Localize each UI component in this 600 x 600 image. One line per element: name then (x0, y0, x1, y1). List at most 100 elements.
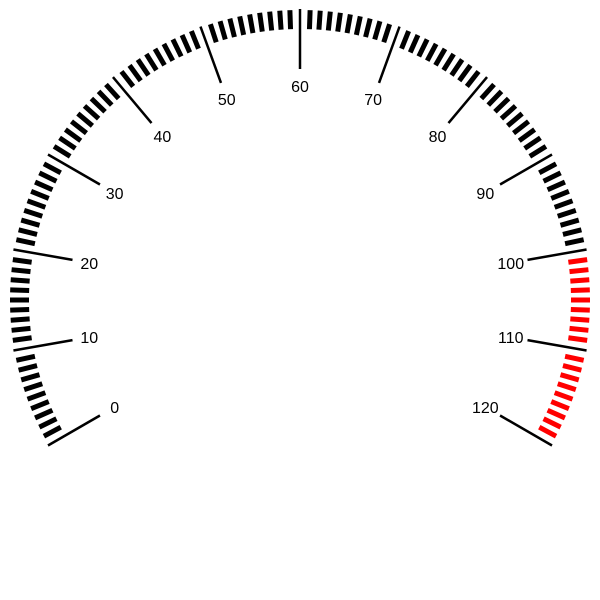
minor-tick (30, 189, 50, 201)
minor-tick (104, 82, 121, 101)
minor-tick (528, 144, 548, 159)
minor-tick (407, 34, 421, 54)
minor-tick (523, 135, 542, 151)
major-tick (447, 76, 489, 124)
minor-tick (316, 10, 323, 30)
tick-label: 10 (80, 330, 98, 347)
major-tick (111, 76, 153, 124)
minor-tick (372, 20, 383, 41)
minor-tick (499, 104, 518, 121)
minor-tick (38, 416, 58, 430)
minor-tick (42, 425, 62, 439)
minor-tick (34, 407, 54, 421)
minor-tick (569, 325, 589, 333)
minor-tick (433, 47, 448, 67)
minor-tick (441, 52, 456, 72)
minor-tick (42, 161, 62, 175)
minor-tick (15, 353, 36, 363)
minor-tick (550, 189, 570, 201)
major-tick (499, 153, 553, 186)
minor-tick (399, 30, 411, 50)
minor-tick (344, 13, 353, 34)
minor-tick (10, 316, 30, 323)
minor-tick (363, 18, 373, 38)
tick-label: 20 (80, 256, 98, 273)
tick-label: 110 (498, 330, 524, 347)
minor-tick (538, 161, 558, 175)
minor-tick (247, 13, 256, 34)
major-tick (199, 26, 223, 84)
minor-tick (550, 399, 570, 411)
tick-label: 70 (364, 92, 382, 109)
major-tick (47, 414, 101, 447)
minor-tick (569, 267, 589, 275)
minor-tick (217, 20, 228, 41)
major-tick (499, 414, 553, 447)
tick-label: 120 (472, 400, 499, 417)
minor-tick (52, 144, 72, 159)
major-tick (527, 248, 587, 262)
minor-tick (542, 170, 562, 184)
tick-label: 40 (154, 129, 172, 146)
minor-tick (179, 34, 193, 54)
minor-tick (564, 353, 585, 363)
minor-tick (63, 127, 83, 143)
minor-tick (564, 237, 585, 247)
minor-tick (20, 372, 41, 383)
minor-tick (553, 390, 574, 402)
minor-tick (335, 12, 343, 32)
minor-tick (12, 335, 32, 343)
minor-tick (237, 15, 247, 36)
minor-tick (568, 335, 588, 343)
minor-tick (559, 217, 580, 228)
minor-tick (161, 42, 175, 62)
minor-tick (20, 217, 41, 228)
minor-tick (570, 306, 590, 313)
minor-tick (257, 12, 265, 32)
minor-tick (381, 23, 392, 44)
minor-tick (82, 104, 101, 121)
minor-tick (30, 399, 50, 411)
minor-tick (416, 38, 430, 58)
minor-tick (464, 69, 481, 88)
minor-tick (306, 10, 313, 30)
major-tick (377, 26, 401, 84)
minor-tick (449, 58, 465, 77)
minor-tick (10, 287, 30, 294)
minor-tick (189, 30, 201, 50)
minor-tick (267, 11, 275, 31)
minor-tick (152, 47, 167, 67)
minor-tick (127, 63, 143, 83)
minor-tick (144, 52, 159, 72)
minor-tick (546, 179, 566, 193)
tick-label: 30 (106, 186, 124, 203)
tick-label: 60 (291, 79, 309, 96)
minor-tick (479, 82, 496, 101)
minor-tick (562, 227, 582, 237)
tick-label: 90 (476, 186, 494, 203)
minor-tick (23, 208, 44, 219)
minor-tick (119, 69, 136, 88)
minor-tick (89, 96, 107, 114)
minor-tick (26, 390, 47, 402)
major-tick (47, 153, 101, 186)
minor-tick (135, 58, 151, 77)
minor-tick (493, 96, 511, 114)
minor-tick (353, 15, 363, 36)
minor-tick (69, 119, 88, 136)
minor-tick (10, 277, 30, 284)
minor-tick (18, 227, 38, 237)
minor-tick (76, 111, 95, 128)
minor-tick (26, 198, 47, 210)
minor-tick (457, 63, 473, 83)
minor-tick (23, 381, 44, 392)
tick-label: 80 (429, 129, 447, 146)
minor-tick (570, 287, 590, 294)
minor-tick (512, 119, 531, 136)
minor-tick (15, 237, 36, 247)
tick-label: 100 (497, 256, 524, 273)
tick-label: 50 (218, 92, 236, 109)
minor-tick (556, 208, 577, 219)
minor-tick (11, 325, 31, 333)
